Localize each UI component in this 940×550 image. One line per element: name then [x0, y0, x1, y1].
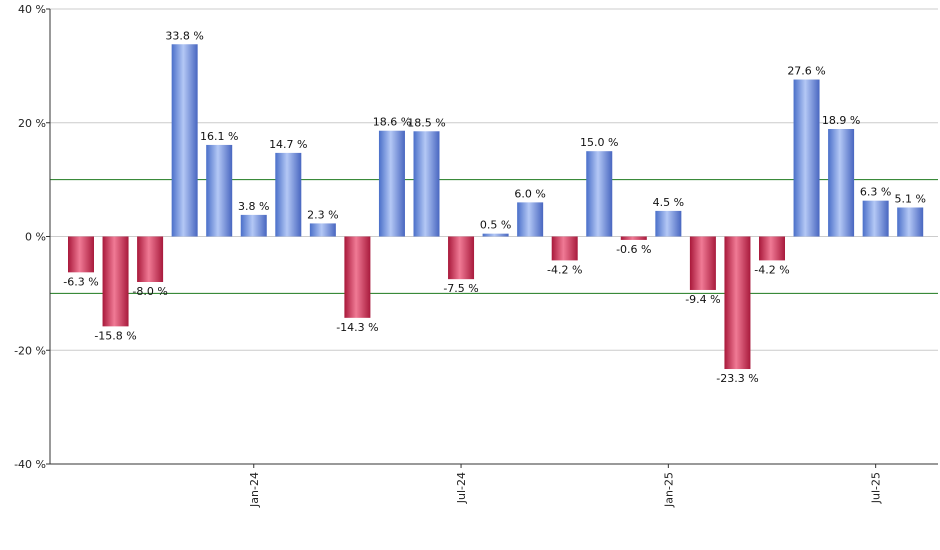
- data-label: 6.3 %: [860, 186, 891, 199]
- bar: [206, 144, 233, 237]
- bar: [448, 236, 475, 280]
- data-label: -8.0 %: [132, 285, 167, 298]
- data-label: 18.9 %: [822, 114, 860, 127]
- bar: [724, 236, 751, 370]
- bar: [793, 79, 820, 237]
- bar: [309, 223, 336, 237]
- x-tick-label: Jan-25: [662, 472, 675, 508]
- data-label: 18.6 %: [373, 116, 411, 129]
- bar: [897, 207, 924, 237]
- data-label: 4.5 %: [653, 196, 684, 209]
- axes: 40 % 20 % 0 % -20 % -40 % Jan-24 Jul-24 Jan-25 J…: [14, 3, 938, 508]
- bar: [240, 214, 267, 237]
- bar: [862, 200, 889, 237]
- bar: [586, 151, 613, 237]
- bar: [344, 236, 371, 318]
- bar: [68, 236, 94, 273]
- y-tick-label: 0 %: [25, 231, 46, 244]
- data-label: -14.3 %: [336, 321, 378, 334]
- data-label: 3.8 %: [238, 200, 269, 213]
- x-tick-label: Jan-24: [248, 472, 261, 508]
- data-label: 18.5 %: [407, 116, 445, 129]
- bar: [551, 236, 578, 261]
- bar: [378, 130, 405, 237]
- bar: [689, 236, 716, 290]
- y-tick-label: -20 %: [14, 344, 46, 357]
- data-label: 6.0 %: [514, 187, 545, 200]
- data-label: -15.8 %: [94, 329, 136, 342]
- data-label: -6.3 %: [63, 275, 98, 288]
- data-label: 33.8 %: [165, 29, 203, 42]
- y-tick-label: 20 %: [18, 117, 46, 130]
- y-tick-label: -40 %: [14, 458, 46, 471]
- bar: [137, 236, 164, 282]
- bar: [413, 131, 440, 237]
- data-label: 14.7 %: [269, 138, 307, 151]
- y-tick-label: 40 %: [18, 3, 46, 16]
- reference-lines: [50, 179, 938, 294]
- data-label: -4.2 %: [754, 263, 789, 276]
- x-tick-label: Jul-25: [870, 472, 883, 504]
- data-label: 2.3 %: [307, 208, 338, 221]
- data-label: -23.3 %: [716, 372, 758, 385]
- bar: [482, 233, 509, 237]
- data-label: 0.5 %: [480, 219, 511, 232]
- data-label: -4.2 %: [547, 263, 582, 276]
- data-label: -9.4 %: [685, 293, 720, 306]
- bar: [828, 129, 855, 237]
- x-tick-label: Jul-24: [455, 472, 468, 504]
- bar: [620, 236, 647, 240]
- data-label: 5.1 %: [894, 192, 925, 205]
- data-label: 16.1 %: [200, 130, 238, 143]
- data-label: 27.6 %: [787, 65, 825, 78]
- bars: [68, 44, 924, 370]
- data-labels: -6.3 % -15.8 % -8.0 % 33.8 % 16.1 % 3.8 % 14.7…: [63, 29, 926, 385]
- bar: [759, 236, 785, 261]
- bar: [102, 236, 129, 327]
- data-label: 15.0 %: [580, 136, 618, 149]
- data-label: -0.6 %: [616, 243, 651, 256]
- data-label: -7.5 %: [443, 282, 478, 295]
- bar: [275, 152, 302, 237]
- bar: [171, 44, 198, 237]
- bar: [655, 210, 682, 237]
- bar: [517, 202, 544, 237]
